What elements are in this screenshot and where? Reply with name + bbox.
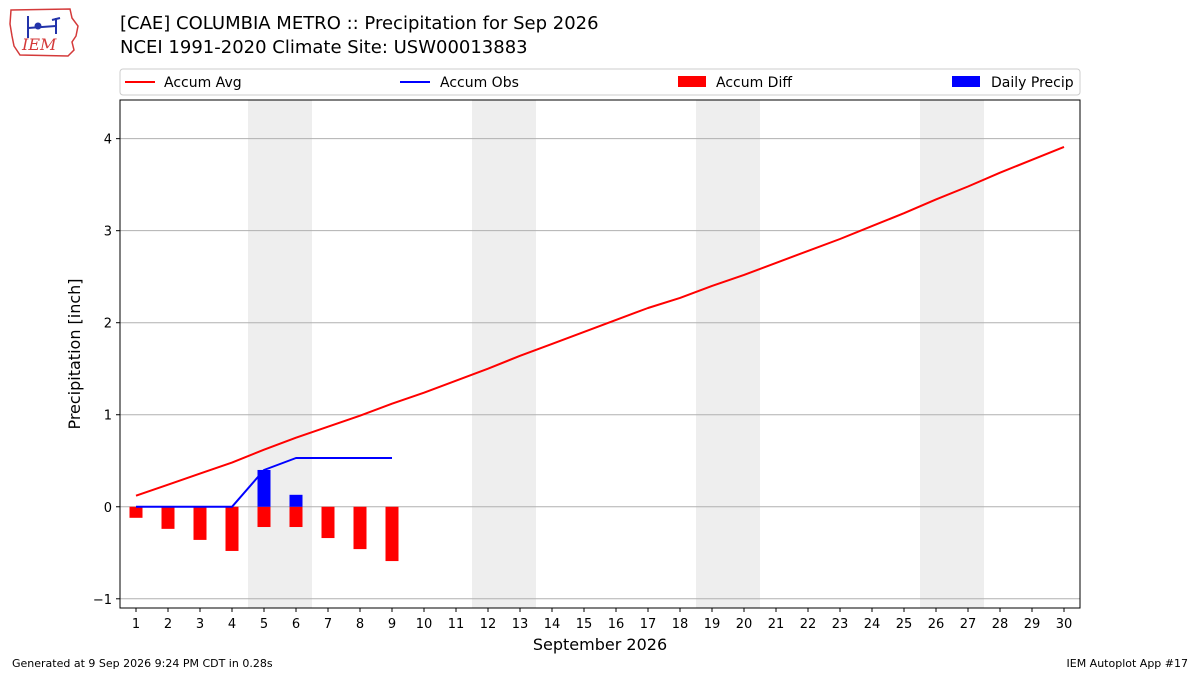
y-tick-label: 2	[104, 317, 112, 332]
x-tick-label: 2	[164, 617, 172, 632]
legend: Accum Avg Accum Obs Accum Diff Daily Pre…	[119, 68, 1081, 96]
x-tick-label: 26	[928, 617, 945, 632]
x-tick-label: 6	[292, 617, 300, 632]
x-tick-label: 28	[992, 617, 1009, 632]
x-tick-label: 5	[260, 617, 268, 632]
x-tick-label: 29	[1024, 617, 1041, 632]
accum-diff-bar	[321, 506, 335, 539]
y-tick-label: 1	[104, 409, 112, 424]
x-tick-label: 14	[544, 617, 561, 632]
x-tick-label: 4	[228, 617, 236, 632]
x-tick-label: 17	[640, 617, 657, 632]
legend-label-accum-diff: Accum Diff	[716, 75, 792, 91]
bar-layer	[129, 469, 399, 562]
y-tick-label: 4	[104, 133, 112, 148]
y-axis: −1 0 1 2 3 4	[93, 133, 120, 608]
accum-diff-bar	[193, 506, 207, 540]
legend-swatch-daily-precip	[952, 76, 980, 87]
x-tick-label: 3	[196, 617, 204, 632]
x-tick-label: 10	[416, 617, 433, 632]
x-tick-label: 13	[512, 617, 529, 632]
y-axis-label: Precipitation [inch]	[65, 278, 84, 429]
daily-precip-bar	[289, 494, 303, 507]
accum-diff-bar	[385, 506, 399, 562]
accum-obs-line	[136, 457, 392, 508]
y-tick-label: −1	[93, 593, 112, 608]
legend-label-accum-obs: Accum Obs	[440, 75, 519, 91]
chart-subtitle: NCEI 1991-2020 Climate Site: USW00013883	[120, 37, 528, 58]
x-tick-label: 21	[768, 617, 785, 632]
x-tick-label: 18	[672, 617, 689, 632]
x-tick-label: 15	[576, 617, 593, 632]
weekend-band	[920, 100, 984, 608]
x-tick-label: 7	[324, 617, 332, 632]
legend-label-daily-precip: Daily Precip	[991, 75, 1074, 91]
line-layer	[135, 145, 1065, 508]
y-tick-label: 3	[104, 225, 112, 240]
plot-frame	[119, 99, 1081, 609]
x-tick-label: 30	[1056, 617, 1073, 632]
x-tick-label: 20	[736, 617, 753, 632]
x-tick-label: 24	[864, 617, 881, 632]
y-tick-label: 0	[104, 501, 112, 516]
legend-box	[119, 68, 1081, 96]
daily-precip-bar	[257, 469, 271, 507]
weekend-band	[696, 100, 760, 608]
x-axis-label: September 2026	[533, 635, 667, 654]
x-tick-label: 16	[608, 617, 625, 632]
x-tick-label: 8	[356, 617, 364, 632]
accum-diff-bar	[257, 506, 271, 528]
app-credit: IEM Autoplot App #17	[1066, 657, 1189, 670]
accum-diff-bar	[129, 506, 143, 518]
x-tick-label: 19	[704, 617, 721, 632]
chart-title: [CAE] COLUMBIA METRO :: Precipitation fo…	[120, 13, 599, 34]
x-tick-label: 1	[132, 617, 140, 632]
weekend-band	[248, 100, 312, 608]
accum-avg-line	[135, 145, 1065, 497]
accum-diff-bar	[225, 506, 239, 551]
legend-swatch-accum-diff	[678, 76, 706, 87]
accum-diff-bar	[161, 506, 175, 529]
accum-diff-bar	[353, 506, 367, 550]
legend-label-accum-avg: Accum Avg	[164, 75, 242, 91]
accum-diff-bar	[289, 506, 303, 528]
generated-timestamp: Generated at 9 Sep 2026 9:24 PM CDT in 0…	[12, 657, 273, 670]
x-tick-label: 11	[448, 617, 465, 632]
x-tick-label: 23	[832, 617, 849, 632]
logo-text: IEM	[21, 35, 57, 54]
x-axis: 1 2 3 4 5 6 7 8 9 10 11 12 13 14 15 16 17 18 19 20 21 22 23 24 2…	[132, 608, 1072, 632]
x-tick-label: 22	[800, 617, 817, 632]
x-tick-label: 12	[480, 617, 497, 632]
iem-logo: IEM	[9, 8, 79, 57]
grid-lines	[120, 138, 1080, 600]
x-tick-label: 27	[960, 617, 977, 632]
x-tick-label: 9	[388, 617, 396, 632]
x-tick-label: 25	[896, 617, 913, 632]
